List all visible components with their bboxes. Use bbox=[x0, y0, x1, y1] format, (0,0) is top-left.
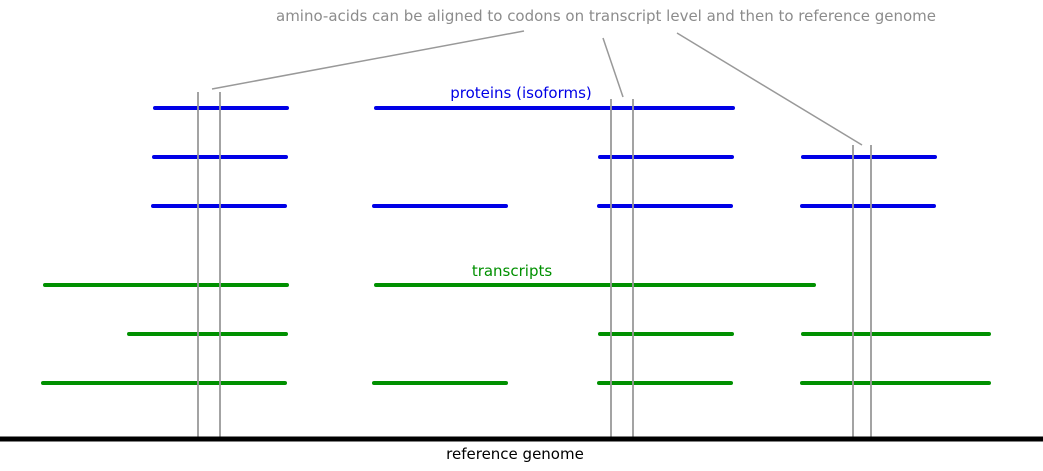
proteins-label: proteins (isoforms) bbox=[450, 84, 592, 102]
reference-genome-label: reference genome bbox=[446, 445, 584, 463]
callout-line-middle bbox=[602, 37, 624, 98]
protein-isoforms bbox=[151, 106, 937, 208]
transcripts-label: transcripts bbox=[472, 262, 553, 280]
transcripts bbox=[41, 283, 991, 385]
callout-lines bbox=[211, 30, 863, 146]
codon-guide-lines bbox=[197, 92, 872, 438]
annotation-text: amino-acids can be aligned to codons on … bbox=[276, 7, 936, 25]
callout-line-right bbox=[676, 32, 863, 146]
callout-line-left bbox=[211, 30, 525, 90]
